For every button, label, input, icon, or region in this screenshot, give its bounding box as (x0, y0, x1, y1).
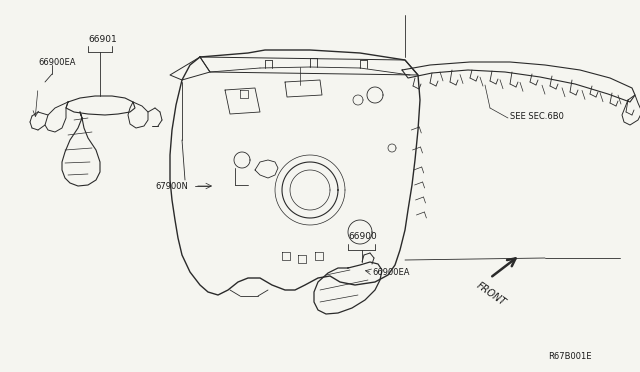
Text: FRONT: FRONT (475, 280, 508, 307)
Text: 66900: 66900 (348, 232, 377, 241)
Text: 66900EA: 66900EA (372, 268, 410, 277)
Text: 66901: 66901 (88, 35, 116, 44)
Text: SEE SEC.6B0: SEE SEC.6B0 (510, 112, 564, 121)
Text: 67900N: 67900N (155, 182, 188, 191)
Text: R67B001E: R67B001E (548, 352, 591, 361)
Text: 66900EA: 66900EA (38, 58, 76, 67)
